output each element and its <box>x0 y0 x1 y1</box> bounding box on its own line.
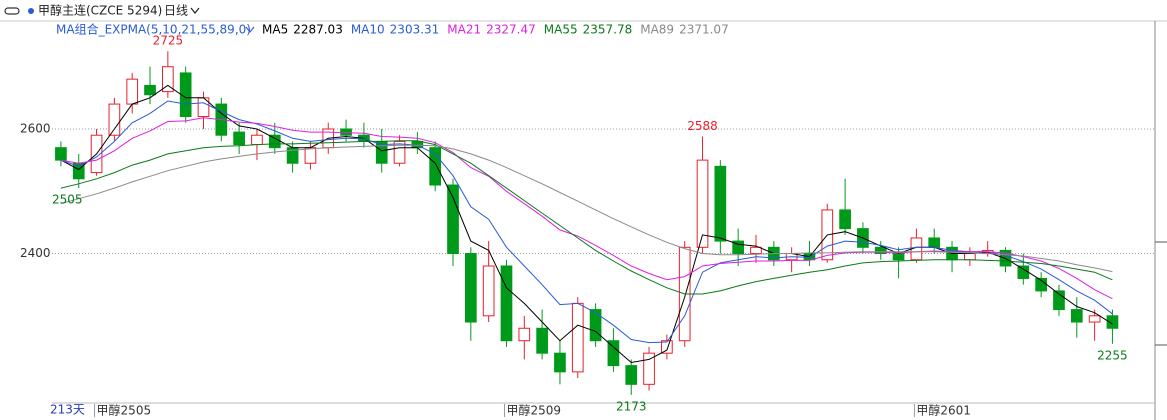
legend-value: 2327.47 <box>486 23 536 37</box>
legend-name: MA55 <box>544 23 578 37</box>
candle-body <box>839 209 851 230</box>
candle-body <box>732 240 745 255</box>
candle-body <box>179 72 192 118</box>
candle-body <box>1088 315 1101 323</box>
ma-line <box>60 84 1113 364</box>
y-tick-label: 2400 <box>20 246 51 260</box>
legend-value: 2357.78 <box>583 23 633 37</box>
ma-line <box>60 117 1113 300</box>
icon <box>4 7 20 15</box>
candle-body <box>304 147 317 164</box>
legend-name: MA5 <box>262 23 288 37</box>
candle-body <box>892 253 905 261</box>
candle-body <box>554 352 566 373</box>
low-label: 2505 <box>52 193 83 207</box>
period-selector[interactable]: 日线 <box>164 4 188 18</box>
high-label: 2725 <box>153 34 184 48</box>
candle-body <box>874 246 887 255</box>
chevron <box>245 26 255 33</box>
candle-body <box>607 340 620 367</box>
candle-body <box>429 147 442 186</box>
ma-line <box>60 100 1113 344</box>
candle-body <box>643 352 655 385</box>
candle-body <box>144 84 156 96</box>
candle-body <box>126 78 139 105</box>
ma-line <box>60 140 1113 295</box>
candle-body <box>393 140 406 164</box>
candle-body <box>625 365 638 385</box>
high-label: 2588 <box>687 119 718 133</box>
candle-body <box>589 309 602 342</box>
candle-body <box>55 147 67 161</box>
legend-name: MA89 <box>640 23 674 37</box>
candle-body <box>1070 309 1083 323</box>
x-tick-label: 甲醇2601 <box>916 403 971 418</box>
indicator-name[interactable]: MA组合_EXPMA(5,10,21,55,89,0) <box>56 22 251 37</box>
candle-body <box>571 302 584 373</box>
legend-name: MA21 <box>447 23 481 37</box>
toolbar-icon[interactable] <box>4 7 20 15</box>
chevron <box>190 7 200 14</box>
candle-body <box>447 184 459 255</box>
candle-body <box>1053 290 1065 311</box>
candle-body <box>233 131 245 146</box>
candle-body <box>268 134 281 149</box>
x-tick-label: 甲醇2509 <box>506 403 561 418</box>
legend: MA5 2287.03 MA10 2303.31 MA21 2327.47 MA55 2357… <box>262 23 729 37</box>
candle-body <box>464 253 477 323</box>
candle-body <box>1106 315 1119 329</box>
candle-body <box>661 340 673 354</box>
candle-body <box>696 159 709 248</box>
candle-body <box>964 253 976 261</box>
candle-body <box>162 66 174 93</box>
status-dot <box>28 8 34 14</box>
low-label: 2173 <box>616 399 647 413</box>
legend-value: 2371.07 <box>679 23 729 37</box>
candle-body <box>482 265 495 317</box>
candle-body <box>500 265 513 342</box>
candle-body <box>251 134 263 146</box>
legend-value: 2287.03 <box>293 23 343 37</box>
legend-value: 2303.31 <box>390 23 440 37</box>
candle-body <box>714 165 727 242</box>
period-label: 213天 <box>50 403 85 417</box>
x-tick-label: 甲醇2505 <box>97 403 152 418</box>
candle-body <box>1017 265 1030 279</box>
ma-line <box>60 144 1113 273</box>
legend-name: MA10 <box>351 23 385 37</box>
low-label: 2255 <box>1097 348 1128 362</box>
candle-body <box>536 327 548 354</box>
candle-body <box>518 327 531 342</box>
candle-body <box>108 103 121 136</box>
instrument-title: 甲醇主连(CZCE 5294) <box>38 3 162 18</box>
y-tick-label: 2600 <box>20 121 51 135</box>
candle-body <box>928 237 941 248</box>
candle-body <box>750 246 762 255</box>
